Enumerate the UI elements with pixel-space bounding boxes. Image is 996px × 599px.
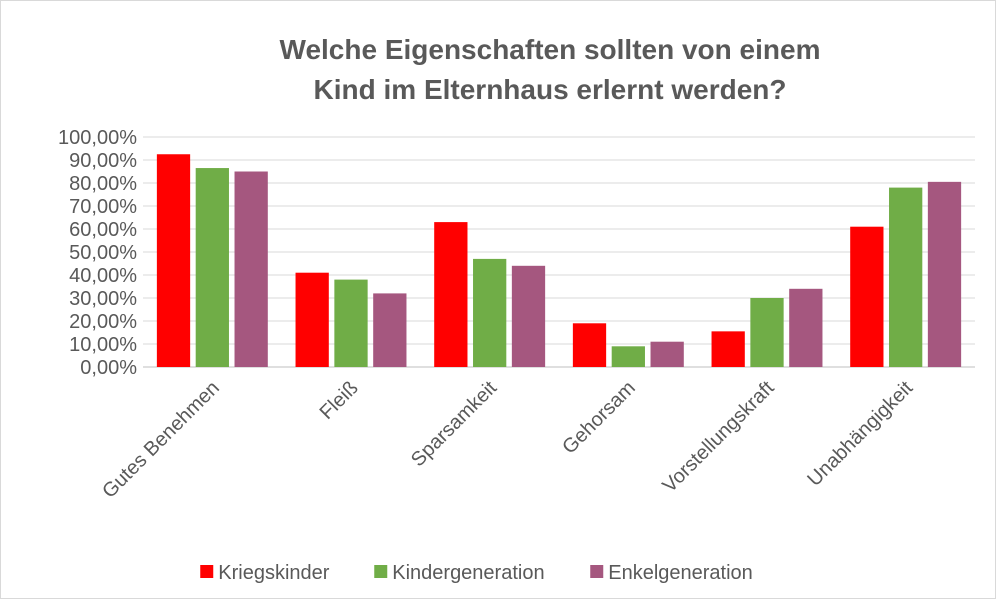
bar	[611, 346, 645, 367]
y-tick-label: 60,00%	[69, 219, 137, 241]
bar	[511, 265, 546, 367]
bar	[650, 341, 684, 367]
y-tick-label: 50,00%	[69, 242, 137, 264]
bar	[473, 258, 507, 367]
bar	[711, 331, 745, 367]
y-tick-label: 0,00%	[80, 357, 137, 379]
bar	[889, 187, 923, 367]
bar	[373, 293, 407, 367]
legend-label: Kriegskinder	[218, 562, 330, 584]
x-tick-label: Gutes Benehmen	[98, 377, 224, 503]
bar	[156, 154, 191, 367]
x-tick-label: Unabhängigkeit	[803, 377, 917, 491]
y-tick-label: 100,00%	[58, 127, 137, 149]
x-tick-label: Sparsamkeit	[407, 377, 501, 471]
chart-title: Welche Eigenschaften sollten von einem K…	[279, 34, 821, 105]
y-tick-label: 10,00%	[69, 334, 137, 356]
bar	[789, 288, 823, 367]
x-tick-label: Gehorsam	[558, 377, 640, 459]
bar	[750, 298, 784, 367]
bar	[572, 323, 607, 367]
bar	[234, 171, 268, 367]
bar	[295, 272, 329, 367]
y-tick-label: 80,00%	[69, 173, 137, 195]
y-tick-label: 30,00%	[69, 288, 137, 310]
legend-swatch	[374, 565, 388, 578]
x-tick-label: Vorstellungskraft	[658, 377, 778, 497]
bar	[434, 222, 468, 367]
bar	[927, 181, 962, 367]
y-tick-label: 70,00%	[69, 196, 137, 218]
bar	[334, 279, 368, 367]
x-tick-label: Fleiß	[316, 377, 363, 424]
legend-swatch	[590, 565, 604, 578]
legend-swatch	[200, 565, 214, 578]
legend-label: Kindergeneration	[392, 562, 544, 584]
legend-label: Enkelgeneration	[608, 562, 753, 584]
bar	[850, 226, 884, 367]
y-tick-label: 90,00%	[69, 150, 137, 172]
bar	[195, 168, 229, 367]
y-tick-label: 20,00%	[69, 311, 137, 333]
y-tick-label: 40,00%	[69, 265, 137, 287]
